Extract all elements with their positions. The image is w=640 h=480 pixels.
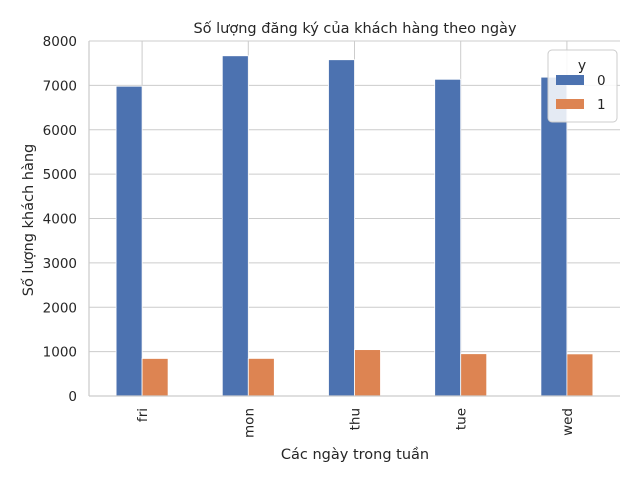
legend: y 0 1 <box>547 49 618 123</box>
y-tick-label-8: 8000 <box>43 34 77 50</box>
y-tick-label-6: 6000 <box>43 123 77 139</box>
bar-wed-series-1 <box>566 353 594 397</box>
bar-tue-series-1 <box>460 353 488 397</box>
y-tick-label-0: 0 <box>68 389 77 405</box>
y-tick-label-5: 5000 <box>43 167 77 183</box>
bar-wed-series-0 <box>540 76 568 397</box>
axes <box>88 41 620 397</box>
y-tick-label-1: 1000 <box>43 345 77 361</box>
x-tick-label-tue: tue <box>454 408 470 430</box>
legend-label-0: 0 <box>597 73 606 89</box>
x-tick-label-thu: thu <box>348 408 364 430</box>
x-tick-labels: fri mon thu tue wed <box>135 408 576 438</box>
legend-swatch-0 <box>556 75 584 85</box>
x-tick-label-wed: wed <box>560 408 576 436</box>
bar-thu-series-0 <box>328 59 355 397</box>
bars <box>115 55 594 397</box>
bar-tue-series-0 <box>434 78 462 397</box>
bar-thu-series-1 <box>354 349 381 397</box>
legend-title: y <box>578 58 586 74</box>
x-axis-label: Các ngày trong tuần <box>281 447 429 463</box>
y-tick-labels: 0 1000 2000 3000 4000 5000 6000 7000 8000 <box>43 34 77 405</box>
x-tick-label-fri: fri <box>135 408 151 422</box>
legend-swatch-1 <box>556 99 584 109</box>
legend-label-1: 1 <box>597 97 606 113</box>
x-tick-label-mon: mon <box>241 408 257 438</box>
chart-title: Số lượng đăng ký của khách hàng theo ngà… <box>193 20 516 37</box>
y-axis-label: Số lượng khách hàng <box>20 144 37 297</box>
y-tick-label-4: 4000 <box>43 212 77 228</box>
y-tick-label-7: 7000 <box>43 78 77 94</box>
bar-fri-series-1 <box>141 358 169 397</box>
bar-mon-series-1 <box>247 358 275 397</box>
y-tick-label-2: 2000 <box>43 300 77 316</box>
bar-mon-series-0 <box>221 55 249 397</box>
bar-fri-series-0 <box>115 85 143 397</box>
y-tick-label-3: 3000 <box>43 256 77 272</box>
